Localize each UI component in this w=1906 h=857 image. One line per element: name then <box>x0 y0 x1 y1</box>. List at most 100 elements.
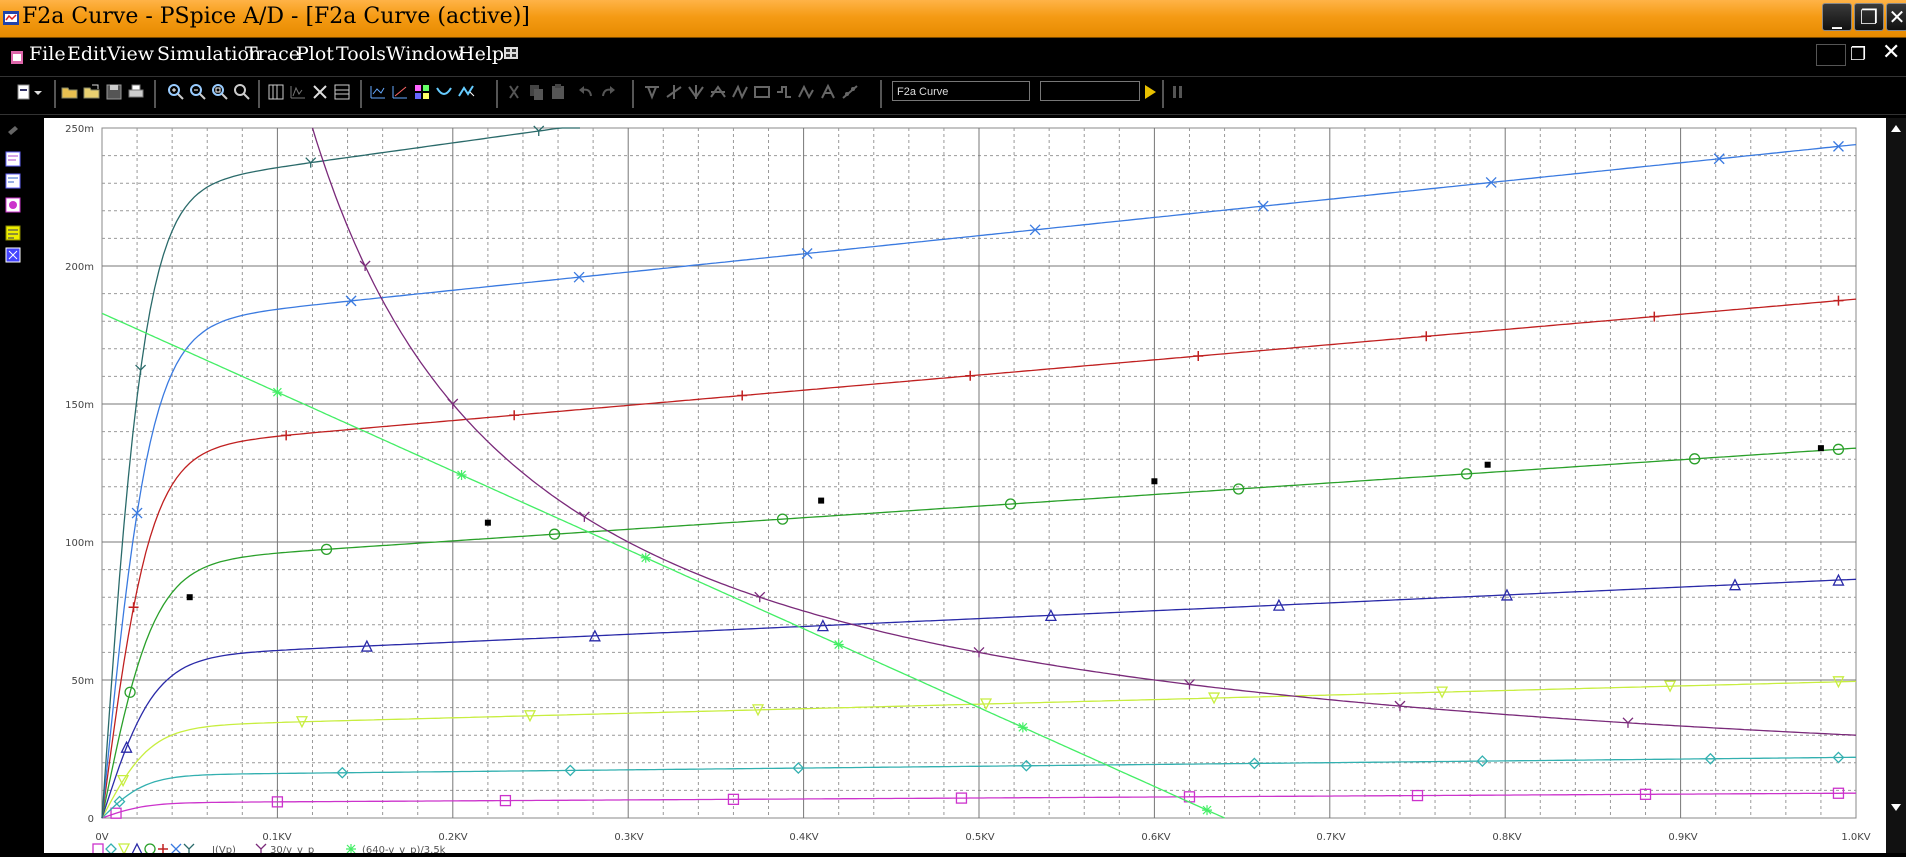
toggle-cursor-icon[interactable] <box>434 82 454 102</box>
trace-marker <box>1193 351 1204 362</box>
y-tick-label: 250m <box>65 124 94 135</box>
mark-data-points-icon[interactable] <box>840 82 860 102</box>
cursor-trough-icon[interactable] <box>642 82 662 102</box>
plot-canvas[interactable]: 250m 200m 150m 100m 50m 0 0V 0.1KV 0.2KV… <box>44 118 1886 856</box>
menu-tools[interactable]: Tools <box>336 43 386 65</box>
trace-marker <box>1184 678 1195 690</box>
cursor-min-icon[interactable] <box>686 82 706 102</box>
trace-marker <box>271 796 284 808</box>
netlist-window-icon[interactable] <box>4 172 22 190</box>
legend-symbol <box>130 842 144 855</box>
trace-marker <box>456 469 467 480</box>
scroll-down-arrow-icon[interactable] <box>1889 802 1903 814</box>
undo-icon[interactable] <box>576 82 596 102</box>
add-trace-icon[interactable] <box>368 82 388 102</box>
save-icon[interactable] <box>104 82 124 102</box>
simulation-status-field <box>1040 81 1140 101</box>
help-grid-icon[interactable] <box>503 45 519 61</box>
cut-icon[interactable] <box>504 82 524 102</box>
vertical-scrollbar[interactable] <box>1886 118 1906 853</box>
pin-icon[interactable] <box>5 122 21 136</box>
mdi-restore-icon: ❐ <box>1850 44 1867 65</box>
cursor-max-icon[interactable] <box>708 82 728 102</box>
log-y-axis-icon[interactable] <box>332 82 352 102</box>
simulation-settings-icon[interactable] <box>4 196 22 214</box>
pspice-app-icon[interactable] <box>2 9 20 27</box>
menu-simulation[interactable]: Simulation <box>157 43 262 65</box>
legend-symbol <box>144 843 156 855</box>
data-point-marker <box>1151 478 1158 485</box>
trace-line <box>101 680 1857 819</box>
open-folder-icon[interactable] <box>60 82 80 102</box>
cursor-slope-icon[interactable] <box>664 82 684 102</box>
next-transition-icon[interactable] <box>774 82 794 102</box>
restore-button[interactable]: ❐ <box>1854 3 1884 31</box>
data-point-marker <box>484 519 491 526</box>
trace-marker <box>1832 573 1845 586</box>
new-icon[interactable] <box>14 82 34 102</box>
dropdown-arrow-icon[interactable] <box>32 82 44 102</box>
zoom-in-icon[interactable] <box>166 82 186 102</box>
open-file-icon[interactable] <box>82 82 102 102</box>
probe-plot-window[interactable]: 250m 200m 150m 100m 50m 0 0V 0.1KV 0.2KV… <box>44 118 1886 856</box>
pause-icon[interactable] <box>1170 83 1186 101</box>
data-point-marker <box>1484 461 1491 468</box>
mdi-restore-button[interactable]: ❐ <box>1850 44 1876 66</box>
zoom-fit-icon[interactable] <box>232 82 252 102</box>
mark-label-icon[interactable] <box>818 82 838 102</box>
trace-marker <box>124 686 136 698</box>
legend-trace-label[interactable]: I(Vp) <box>212 845 236 856</box>
trace-marker <box>833 639 844 650</box>
mdi-close-button[interactable]: ✕ <box>1882 40 1906 66</box>
mdi-minimize-button[interactable] <box>1816 44 1846 66</box>
trace-marker <box>113 795 126 808</box>
zoom-out-icon[interactable] <box>188 82 208 102</box>
menu-view[interactable]: View <box>107 43 154 65</box>
previous-transition-icon[interactable] <box>796 82 816 102</box>
marker-icon[interactable] <box>412 82 432 102</box>
play-icon[interactable] <box>1142 83 1158 101</box>
menu-trace[interactable]: Trace <box>245 43 300 65</box>
copy-icon[interactable] <box>526 82 546 102</box>
close-button[interactable]: ✕ <box>1886 3 1906 31</box>
legend-hyperbola-label[interactable]: 30/v_v_p <box>270 845 314 856</box>
cursor-search-icon[interactable] <box>752 82 772 102</box>
menu-help[interactable]: Help <box>458 43 505 65</box>
paste-icon[interactable] <box>548 82 568 102</box>
eval-goal-function-icon[interactable] <box>390 82 410 102</box>
trace-marker <box>1832 676 1845 689</box>
trace-marker <box>578 511 590 522</box>
trace-line <box>101 312 1225 819</box>
trace-marker <box>1207 692 1221 705</box>
trace-marker <box>360 639 373 652</box>
minimize-button[interactable]: _ <box>1822 3 1852 31</box>
messages-window-icon[interactable] <box>4 224 22 242</box>
cursor-point-icon[interactable] <box>730 82 750 102</box>
print-icon[interactable] <box>126 82 146 102</box>
y-tick-label: 0 <box>88 814 94 825</box>
log-x-axis-icon[interactable] <box>266 82 286 102</box>
trace-series <box>101 125 580 819</box>
watch-window-icon[interactable] <box>4 246 22 264</box>
simulation-profile-select[interactable]: F2a Curve <box>892 81 1030 101</box>
title-bar: F2a Curve - PSpice A/D - [F2a Curve (act… <box>0 0 1906 38</box>
output-window-icon[interactable] <box>4 150 22 168</box>
cursor-peak-icon[interactable] <box>456 82 476 102</box>
menu-plot[interactable]: Plot <box>296 43 334 65</box>
fourier-icon[interactable] <box>288 82 308 102</box>
menu-edit[interactable]: Edit <box>67 43 107 65</box>
document-icon[interactable] <box>10 50 24 65</box>
redo-icon[interactable] <box>598 82 618 102</box>
scroll-up-arrow-icon[interactable] <box>1889 122 1903 134</box>
legend-loadline-label[interactable]: (640-v_v_p)/3.5k <box>362 845 446 856</box>
menu-file[interactable]: File <box>29 43 66 65</box>
legend: I(Vp) 30/v_v_p (640-v_v_p)/3.5k <box>92 842 446 856</box>
performance-analysis-icon[interactable] <box>310 82 330 102</box>
trace-marker <box>295 716 309 729</box>
zoom-area-icon[interactable] <box>210 82 230 102</box>
x-tick-label: 0.6KV <box>1141 832 1170 843</box>
trace-marker <box>533 125 545 137</box>
menu-window[interactable]: Window <box>386 43 464 65</box>
trace-marker <box>1232 483 1245 495</box>
y-tick-label: 100m <box>65 538 94 549</box>
